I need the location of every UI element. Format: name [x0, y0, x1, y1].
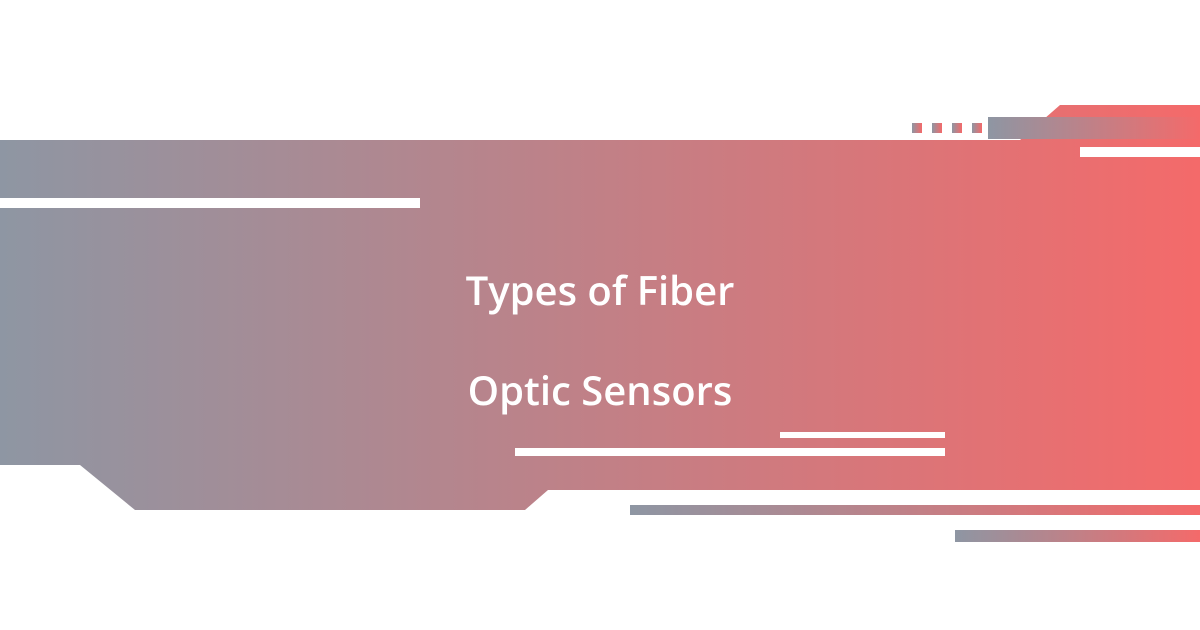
accent-line-top-left	[0, 198, 420, 208]
accent-line-bottom-short	[780, 432, 945, 438]
banner-title: Types of Fiber Optic Sensors	[466, 215, 735, 415]
accent-line-top-right	[1080, 147, 1200, 157]
top-right-stub	[988, 117, 1200, 139]
title-line-2: Optic Sensors	[468, 362, 733, 417]
banner: Types of Fiber Optic Sensors	[0, 0, 1200, 630]
accent-line-bottom-mid	[515, 448, 945, 456]
accent-bar-lower-2	[955, 530, 1200, 542]
title-line-1: Types of Fiber	[466, 262, 735, 317]
top-ticks	[912, 123, 982, 133]
accent-bar-lower-1	[630, 505, 1200, 515]
